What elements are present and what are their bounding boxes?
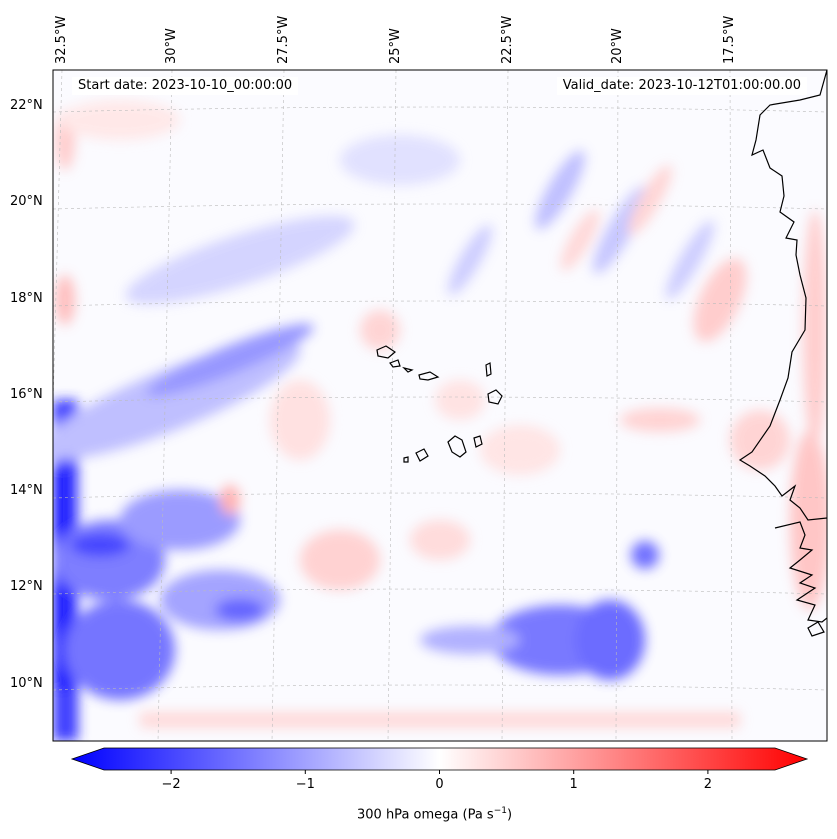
lat-label-20n: 20°N [10,194,43,209]
lat-label-16n: 16°N [10,387,43,402]
colorbar-title: 300 hPa omega (Pa s−1) [357,806,512,822]
valid-date-label: Valid_date: 2023-10-12T01:00:00.00 [556,77,807,95]
lon-label-30w: 30°W [164,28,179,64]
colorbar-tick-label: −2 [161,777,181,792]
lon-label-32-5w: 32.5°W [54,15,69,64]
lon-label-27-5w: 27.5°W [276,15,291,64]
map-frame [52,69,828,742]
lat-label-22n: 22°N [10,98,43,113]
lon-label-20w: 20°W [610,28,625,64]
lon-label-22-5w: 22.5°W [500,15,515,64]
omega-field [53,100,827,741]
colorbar-tick-label: 0 [435,777,444,792]
graticule [53,70,827,741]
start-date-label: Start date: 2023-10-10_00:00:00 [72,77,299,95]
colorbar-tick-label: −1 [295,777,315,792]
colorbar-gradient [70,747,809,771]
lat-label-14n: 14°N [10,483,43,498]
islands [376,345,503,463]
coastline [738,70,827,637]
lon-label-25w: 25°W [388,28,403,64]
lat-label-10n: 10°N [10,676,43,691]
lon-label-17-5w: 17.5°W [722,15,737,64]
colorbar [70,747,809,774]
colorbar-variable: 300 hPa omega (Pa s [357,807,494,823]
colorbar-unit-exponent: −1 [493,806,507,816]
lat-label-12n: 12°N [10,579,43,594]
colorbar-tick-label: 2 [703,777,713,792]
lat-label-18n: 18°N [10,291,43,306]
colorbar-tick-label: 1 [569,777,578,792]
colorbar-unit-suffix: ) [506,807,513,823]
